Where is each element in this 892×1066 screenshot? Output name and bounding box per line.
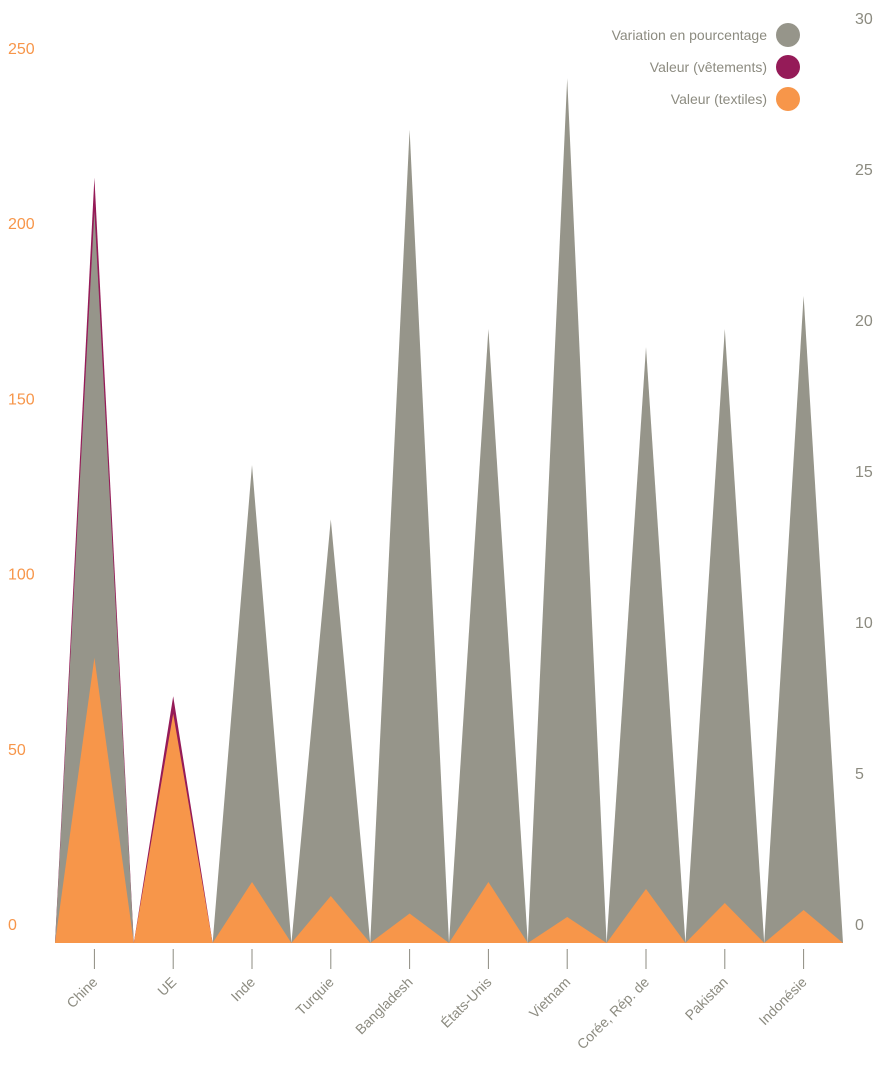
right-tick-label: 0 [855, 917, 864, 934]
right-tick-label: 30 [855, 11, 873, 28]
spike--tats-unis [449, 881, 528, 943]
spike-inde [212, 881, 292, 943]
series-valeur-textiles- [55, 657, 843, 943]
x-tick-label: Turquie [292, 974, 337, 1019]
spike-vietnam [527, 916, 607, 943]
x-tick-label: Pakistan [682, 974, 731, 1023]
legend-item: Valeur (textiles) [671, 87, 800, 111]
x-tick-label: Corée, Rép. de [574, 974, 653, 1053]
spike-turquie [291, 519, 371, 943]
spike-chine [55, 657, 134, 943]
right-tick-label: 15 [855, 464, 873, 481]
right-tick-label: 25 [855, 162, 873, 179]
spike-turquie [291, 895, 371, 943]
series-layer [55, 78, 843, 944]
legend-label: Variation en pourcentage [612, 27, 768, 43]
legend-swatch [776, 23, 800, 47]
legend-label: Valeur (vêtements) [650, 59, 767, 75]
x-axis: Chine UE Inde Turquie Bangladesh États-Unis Vi… [63, 949, 810, 1052]
legend-swatch [776, 55, 800, 79]
spike-ue [133, 713, 213, 943]
legend-label: Valeur (textiles) [671, 91, 767, 107]
spike-inde [212, 464, 292, 943]
left-tick-label: 100 [8, 567, 35, 584]
x-tick-label: Indonésie [755, 974, 809, 1028]
legend-item: Valeur (vêtements) [650, 55, 800, 79]
legend-swatch [776, 87, 800, 111]
right-tick-label: 20 [855, 313, 873, 330]
x-tick-label: UE [154, 974, 179, 999]
spike-bangladesh [370, 913, 449, 943]
spike-indon-sie [764, 295, 843, 944]
x-tick-label: Bangladesh [352, 974, 416, 1038]
left-tick-label: 200 [8, 216, 35, 233]
spike-cor-e-r-p-de [606, 888, 686, 943]
spike-indon-sie [764, 909, 843, 943]
spike-vietnam [527, 78, 607, 943]
spike-pakistan [685, 329, 765, 943]
x-tick-label: États-Unis [438, 974, 495, 1031]
x-tick-label: Chine [63, 974, 100, 1011]
left-tick-label: 0 [8, 917, 17, 934]
left-tick-label: 50 [8, 742, 26, 759]
left-tick-label: 250 [8, 41, 35, 58]
legend: Variation en pourcentage Valeur (vêtement… [612, 23, 800, 111]
spike-bangladesh [370, 129, 449, 944]
spike-chine [55, 211, 134, 943]
left-axis: 0 50 100 150 200 250 [8, 41, 35, 934]
spike--tats-unis [449, 329, 528, 943]
legend-item: Variation en pourcentage [612, 23, 800, 47]
right-tick-label: 10 [855, 615, 873, 632]
left-tick-label: 150 [8, 391, 35, 408]
right-axis: 0 5 10 15 20 25 30 [855, 11, 873, 934]
spike-pakistan [685, 902, 765, 943]
x-tick-label: Vietnam [526, 974, 573, 1021]
x-tick-label: Inde [228, 974, 259, 1005]
right-tick-label: 5 [855, 766, 864, 783]
spike-cor-e-r-p-de [606, 347, 686, 943]
